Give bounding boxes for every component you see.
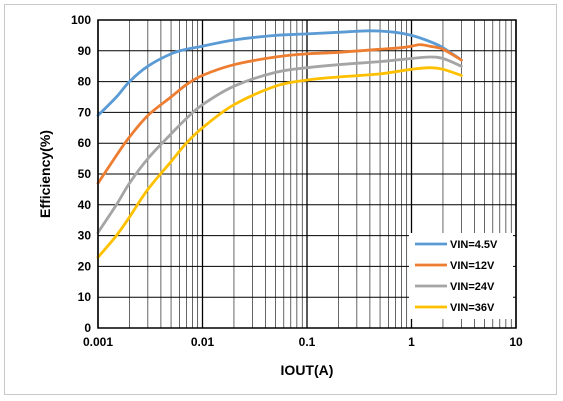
x-tick-label: 0.01 [191, 335, 215, 349]
y-tick-label: 40 [78, 198, 92, 212]
y-tick-label: 100 [71, 13, 91, 27]
x-axis-label: IOUT(A) [281, 362, 334, 378]
legend-box [409, 233, 513, 319]
y-tick-label: 10 [78, 290, 92, 304]
plot-border [97, 19, 517, 329]
y-tick-label: 80 [78, 75, 92, 89]
y-tick-label: 50 [78, 167, 92, 181]
series-line [96, 43, 463, 185]
series-line [96, 29, 463, 117]
x-tick-label: 1 [408, 335, 415, 349]
x-tick-label: 0.001 [83, 335, 113, 349]
legend-entry: VIN=36V [450, 302, 495, 314]
y-tick-label: 70 [78, 105, 92, 119]
y-tick-label: 60 [78, 136, 92, 150]
y-tick-label: 30 [78, 229, 92, 243]
y-tick-label: 90 [78, 44, 92, 58]
series-layer [96, 29, 463, 259]
legend-entry: VIN=12V [450, 260, 495, 272]
x-tick-label: 10 [509, 335, 523, 349]
series-line [96, 55, 463, 234]
y-tick-label: 20 [78, 259, 92, 273]
y-axis-label: Efficiency(%) [37, 130, 53, 218]
legend-entry: VIN=24V [450, 281, 495, 293]
legend: VIN=4.5V VIN=12V VIN=24V VIN=36V [409, 233, 513, 319]
x-tick-labels: 0.001 0.01 0.1 1 10 [83, 335, 523, 349]
series-line [96, 66, 463, 259]
x-tick-label: 0.1 [299, 335, 316, 349]
y-tick-label: 0 [84, 321, 91, 335]
y-tick-labels: 0 10 20 30 40 50 60 70 80 90 100 [71, 13, 91, 335]
legend-entry: VIN=4.5V [450, 239, 498, 251]
chart-frame [4, 4, 557, 395]
